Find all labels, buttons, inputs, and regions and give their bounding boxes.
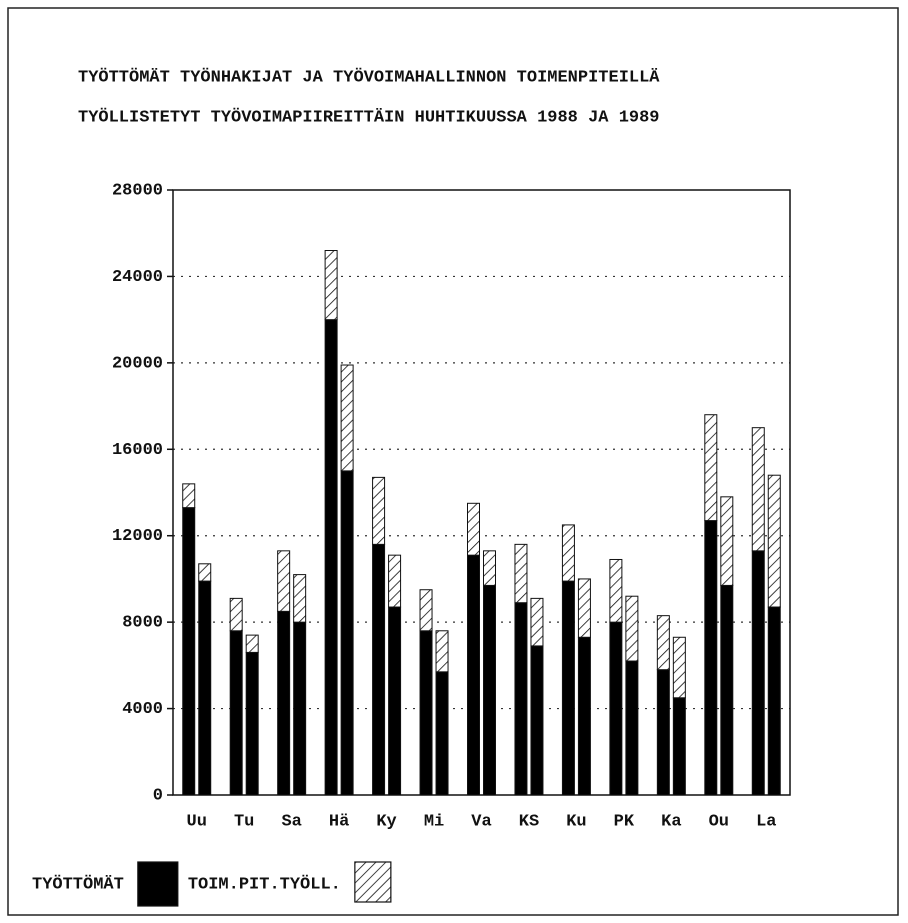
bar-segment <box>340 470 354 796</box>
bar-segment <box>561 580 575 796</box>
bar-segment <box>561 524 575 582</box>
x-tick-label: KS <box>519 812 539 831</box>
x-tick-label: Uu <box>187 812 207 831</box>
bar-segment <box>704 414 718 522</box>
y-tick-label: 4000 <box>122 700 163 719</box>
plot-frame <box>172 189 791 796</box>
x-tick-label: La <box>756 812 776 831</box>
bar-segment <box>577 578 591 638</box>
bar-segment <box>182 507 196 796</box>
bar-segment <box>388 554 402 608</box>
bar-segment <box>277 550 291 612</box>
x-tick-label: PK <box>614 812 635 831</box>
legend-label: TYÖTTÖMÄT <box>32 874 124 894</box>
bar-segment <box>340 364 354 472</box>
y-tick-label: 28000 <box>112 181 163 200</box>
bar-segment <box>625 595 639 662</box>
bar-segment <box>198 580 212 796</box>
x-tick-label: Ky <box>376 812 396 831</box>
bar-segment <box>324 250 338 321</box>
bar-segment <box>388 606 402 796</box>
bar-segment <box>277 610 291 796</box>
y-tick-label: 0 <box>153 786 163 805</box>
y-tick-label: 12000 <box>112 527 163 546</box>
bar-segment <box>245 651 259 796</box>
x-tick-label: Tu <box>234 812 254 831</box>
bar-segment <box>751 427 765 552</box>
bar-segment <box>656 669 670 796</box>
bar-segment <box>467 554 480 796</box>
bar-segment <box>419 630 433 796</box>
bar-segment <box>372 543 386 796</box>
x-tick-label: Ka <box>661 812 681 831</box>
bar-segment <box>372 476 386 545</box>
bar-segment <box>672 636 686 699</box>
bar-segment <box>467 502 480 556</box>
bar-segment <box>609 558 623 623</box>
chart-title: TYÖLLISTETYT TYÖVOIMAPIIREITTÄIN HUHTIKU… <box>78 107 660 127</box>
frame <box>7 7 899 916</box>
y-tick-label: 8000 <box>122 614 163 633</box>
bar-segment <box>483 584 496 796</box>
y-tick-label: 24000 <box>112 268 163 287</box>
bar-segment <box>656 615 670 671</box>
bar-segment <box>198 563 212 582</box>
bar-segment <box>720 584 734 796</box>
bar-segment <box>229 630 243 796</box>
bar-segment <box>577 636 591 796</box>
legend-swatch <box>137 861 179 907</box>
x-tick-label: Ou <box>709 812 729 831</box>
bar-segment <box>245 634 259 653</box>
bar-segment <box>704 520 718 796</box>
bar-segment <box>435 630 449 673</box>
bar-segment <box>751 550 765 796</box>
bar-segment <box>767 606 781 796</box>
legend-swatch <box>354 861 392 903</box>
x-tick-label: Sa <box>281 812 301 831</box>
x-tick-label: Va <box>471 812 491 831</box>
bar-segment <box>483 550 496 586</box>
bar-segment <box>435 671 449 796</box>
bar-segment <box>514 543 528 604</box>
x-tick-label: Mi <box>424 812 444 831</box>
x-tick-label: Ku <box>566 812 586 831</box>
bar-segment <box>530 597 544 647</box>
bar-segment <box>720 496 734 586</box>
bar-segment <box>609 621 623 796</box>
bar-segment <box>514 602 528 796</box>
legend-label: TOIM.PIT.TYÖLL. <box>188 874 341 894</box>
bar-segment <box>229 597 243 632</box>
bar-segment <box>625 660 639 796</box>
bar-segment <box>672 697 686 796</box>
chart-title: TYÖTTÖMÄT TYÖNHAKIJAT JA TYÖVOIMAHALLINN… <box>78 67 660 87</box>
bar-segment <box>419 589 433 632</box>
bar-segment <box>530 645 544 796</box>
bar-segment <box>293 574 307 623</box>
bar-segment <box>293 621 307 796</box>
bar-segment <box>324 319 338 796</box>
y-tick-label: 16000 <box>112 441 163 460</box>
bar-segment <box>767 474 781 608</box>
y-tick-label: 20000 <box>112 354 163 373</box>
x-tick-label: Hä <box>329 812 349 831</box>
bar-segment <box>182 483 196 509</box>
